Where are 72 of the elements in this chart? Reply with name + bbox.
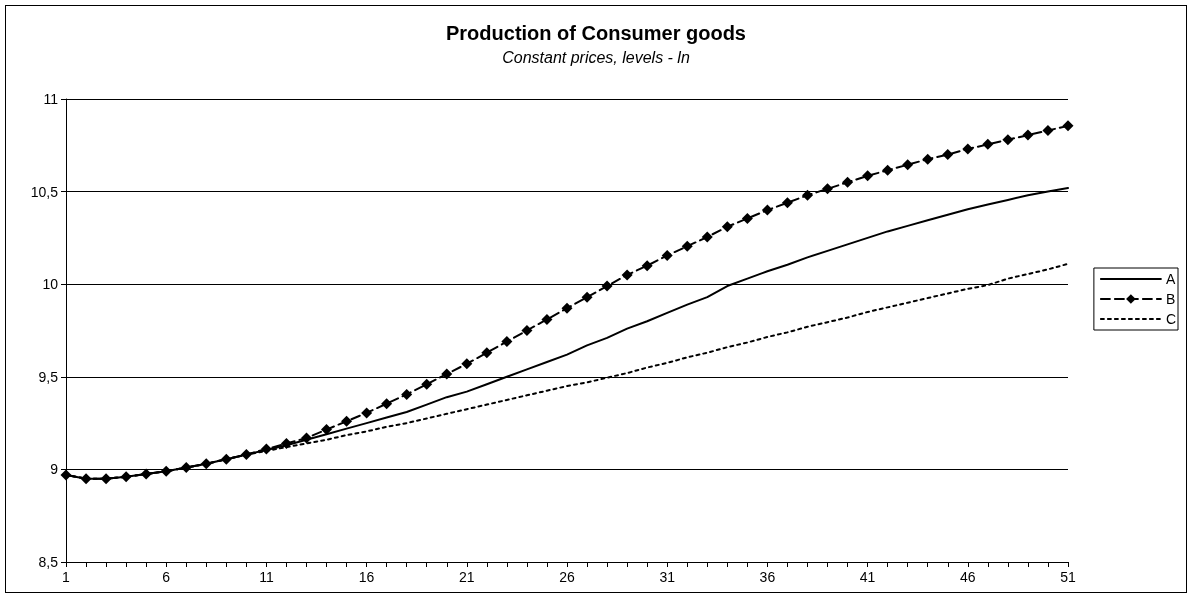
point — [481, 347, 493, 359]
point — [401, 388, 413, 400]
y-tick-label: 10 — [42, 276, 59, 293]
point — [882, 164, 894, 176]
x-tick-label: 1 — [62, 569, 71, 585]
point — [641, 260, 653, 272]
y-tick-label: 9 — [50, 461, 59, 478]
point — [1022, 129, 1034, 141]
point — [160, 465, 172, 477]
point — [701, 231, 713, 243]
point — [621, 269, 633, 281]
point — [220, 453, 232, 465]
point — [100, 473, 112, 485]
point — [381, 398, 393, 410]
point — [922, 153, 934, 165]
chart-subtitle: Constant prices, levels - ln — [502, 48, 690, 66]
legend-label: B — [1165, 291, 1176, 307]
point — [300, 432, 312, 444]
point — [60, 469, 72, 481]
point — [521, 325, 533, 336]
x-tick-label: 21 — [459, 569, 475, 585]
point — [581, 291, 593, 303]
point — [842, 176, 854, 188]
point — [461, 358, 473, 370]
y-tick-label: 8,5 — [38, 554, 59, 570]
point — [741, 212, 753, 224]
point — [341, 415, 353, 427]
point — [200, 458, 212, 470]
point — [441, 368, 453, 380]
point — [942, 149, 954, 161]
y-tick-label: 9,5 — [38, 368, 59, 385]
y-tick-label: 11 — [43, 91, 59, 107]
point — [902, 159, 914, 171]
point — [801, 189, 813, 201]
point — [661, 249, 673, 261]
point — [862, 170, 874, 182]
point — [681, 240, 693, 252]
x-tick-label: 16 — [358, 569, 375, 585]
point — [280, 437, 292, 449]
point — [601, 280, 613, 292]
point — [260, 443, 272, 455]
point — [761, 204, 773, 216]
x-tick-label: 26 — [559, 569, 575, 585]
point — [80, 473, 92, 485]
point — [240, 449, 252, 461]
x-tick-label: 46 — [960, 569, 976, 585]
point — [721, 221, 733, 233]
point — [822, 183, 834, 195]
point — [180, 462, 192, 474]
x-tick-label: 36 — [759, 569, 776, 585]
point — [962, 143, 974, 155]
point — [361, 407, 373, 419]
point — [541, 313, 553, 325]
point — [1062, 120, 1074, 132]
point — [501, 336, 513, 348]
point — [982, 138, 994, 150]
y-tick-label: 10,5 — [30, 183, 59, 200]
legend-label: C — [1165, 311, 1177, 327]
legend-label: A — [1165, 271, 1176, 287]
point — [120, 471, 132, 483]
chart-title: Production of Consumer goods — [446, 22, 746, 44]
x-tick-label: 6 — [162, 569, 171, 585]
point — [1042, 124, 1054, 136]
x-tick-label: 11 — [259, 569, 274, 585]
point — [1002, 134, 1014, 146]
x-tick-label: 41 — [859, 569, 876, 585]
point — [781, 197, 793, 209]
point — [561, 302, 573, 314]
point — [421, 378, 433, 390]
x-tick-label: 51 — [1060, 569, 1076, 585]
point — [140, 468, 152, 480]
x-tick-label: 31 — [659, 569, 676, 585]
